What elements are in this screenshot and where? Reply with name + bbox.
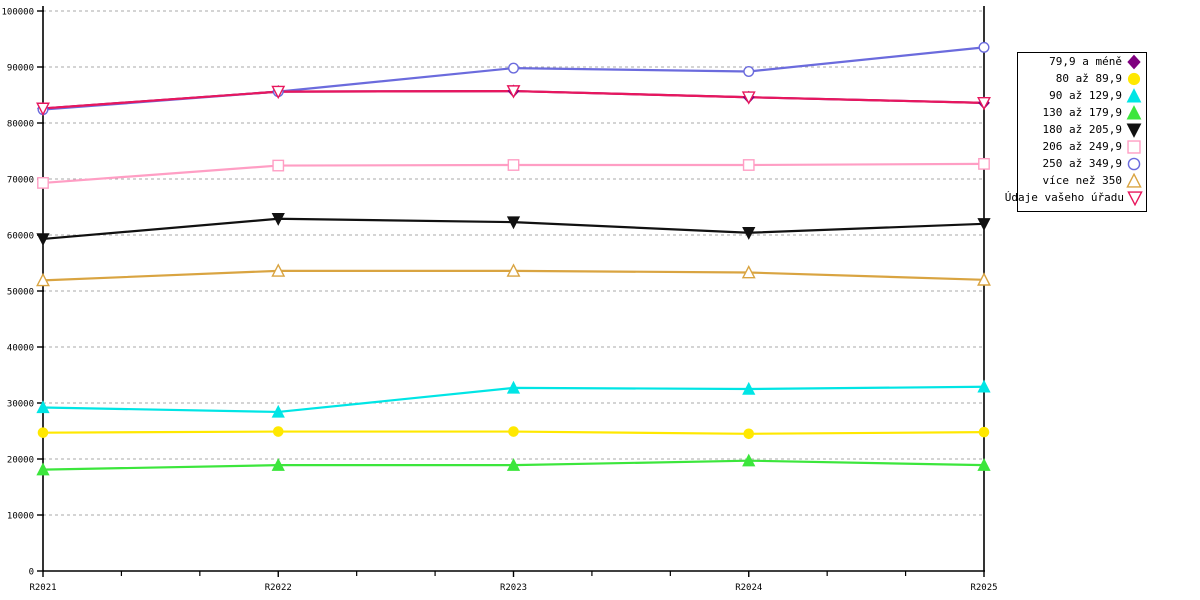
data-point [271,404,285,418]
data-point [743,428,755,440]
data-point [37,177,49,189]
data-point [978,157,990,170]
legend-item[interactable]: více než 350 [1018,172,1146,189]
svg-text:90000: 90000 [7,64,34,74]
legend-item[interactable]: 180 až 205,9 [1018,121,1146,138]
legend-item[interactable]: 90 až 129,9 [1018,87,1146,104]
data-point [508,62,520,74]
legend-item-label: Údaje vašeho úřadu [1004,191,1124,204]
svg-text:R2022: R2022 [265,583,292,593]
data-point [978,41,990,53]
data-point [977,379,991,393]
data-point [36,400,50,414]
data-point [742,453,756,467]
svg-text:30000: 30000 [7,400,34,410]
data-point [742,159,755,171]
data-point [36,233,50,247]
svg-text:R2024: R2024 [735,583,762,593]
data-point [508,426,519,437]
legend-item-label: 90 až 129,9 [1049,89,1122,102]
data-point [506,263,521,277]
data-point [271,263,286,277]
x-axis-ticks [42,571,985,577]
legend-item-label: 206 až 249,9 [1042,140,1122,153]
legend-marker-circle-icon [1125,156,1143,172]
data-point [977,272,991,286]
svg-text:70000: 70000 [7,176,34,186]
legend-item[interactable]: 79,9 a méně [1018,53,1146,70]
data-point [743,65,755,77]
legend-item-label: 80 až 89,9 [1055,72,1122,85]
legend-item-label: 180 až 205,9 [1042,123,1122,136]
svg-text:10000: 10000 [7,512,34,522]
data-point [977,96,991,111]
data-point [506,380,521,394]
data-point [507,159,520,171]
legend-marker-circle-icon [1125,71,1143,87]
svg-text:80000: 80000 [7,120,34,130]
legend-marker-square-icon [1125,139,1143,155]
legend-item-label: 250 až 349,9 [1042,157,1122,170]
svg-text:40000: 40000 [7,344,34,354]
data-point [271,85,286,100]
legend-item[interactable]: 206 až 249,9 [1018,138,1146,155]
data-point [271,213,285,226]
data-point [36,102,50,116]
data-point [36,462,50,476]
legend-marker-diamond-icon [1125,54,1143,70]
data-point [506,216,521,230]
svg-text:R2021: R2021 [29,583,56,593]
data-point [977,458,991,471]
svg-text:60000: 60000 [7,232,34,242]
chart-legend: 79,9 a méně 80 až 89,9 90 až 129,9 130 až 1… [1005,52,1147,212]
legend-marker-triangle-up-icon [1125,172,1143,189]
gridlines-group [43,10,985,516]
data-point [978,426,990,438]
data-point [506,458,521,471]
x-axis-labels: R2021 R2022 R2023 R2024 R2025 [29,583,997,593]
legend-item[interactable]: Údaje vašeho úřadu [1005,189,1146,206]
series-markers-group [36,41,991,476]
legend-item-label: 79,9 a méně [1049,55,1122,68]
data-point [272,426,284,437]
data-point [272,159,285,172]
data-point [271,458,285,471]
legend-marker-triangle-up-icon [1125,104,1143,121]
legend-item[interactable]: 80 až 89,9 [1018,70,1146,87]
data-point [741,264,756,279]
data-point [742,381,756,395]
svg-text:0: 0 [29,568,34,578]
legend-marker-triangle-down-icon [1127,190,1143,206]
svg-text:100000: 100000 [1,8,34,18]
series-lines-group [41,46,986,471]
svg-text:R2025: R2025 [970,583,997,593]
svg-text:20000: 20000 [7,456,34,466]
svg-text:R2023: R2023 [500,583,527,593]
legend-marker-triangle-up-icon [1125,87,1143,104]
data-point [741,91,756,105]
legend-item-label: více než 350 [1042,174,1122,187]
legend-item[interactable]: 130 až 179,9 [1018,104,1146,121]
legend-item[interactable]: 250 až 349,9 [1018,155,1146,172]
data-point [506,85,521,99]
svg-text:50000: 50000 [7,288,34,298]
data-point [977,218,991,231]
legend-item-label: 130 až 179,9 [1042,106,1122,119]
data-point [37,427,49,438]
y-axis-labels: 0 10000 20000 30000 40000 50000 60000 70000 8000… [1,8,34,578]
legend-marker-triangle-down-icon [1125,122,1143,138]
data-point [742,227,756,240]
data-point [36,272,50,287]
